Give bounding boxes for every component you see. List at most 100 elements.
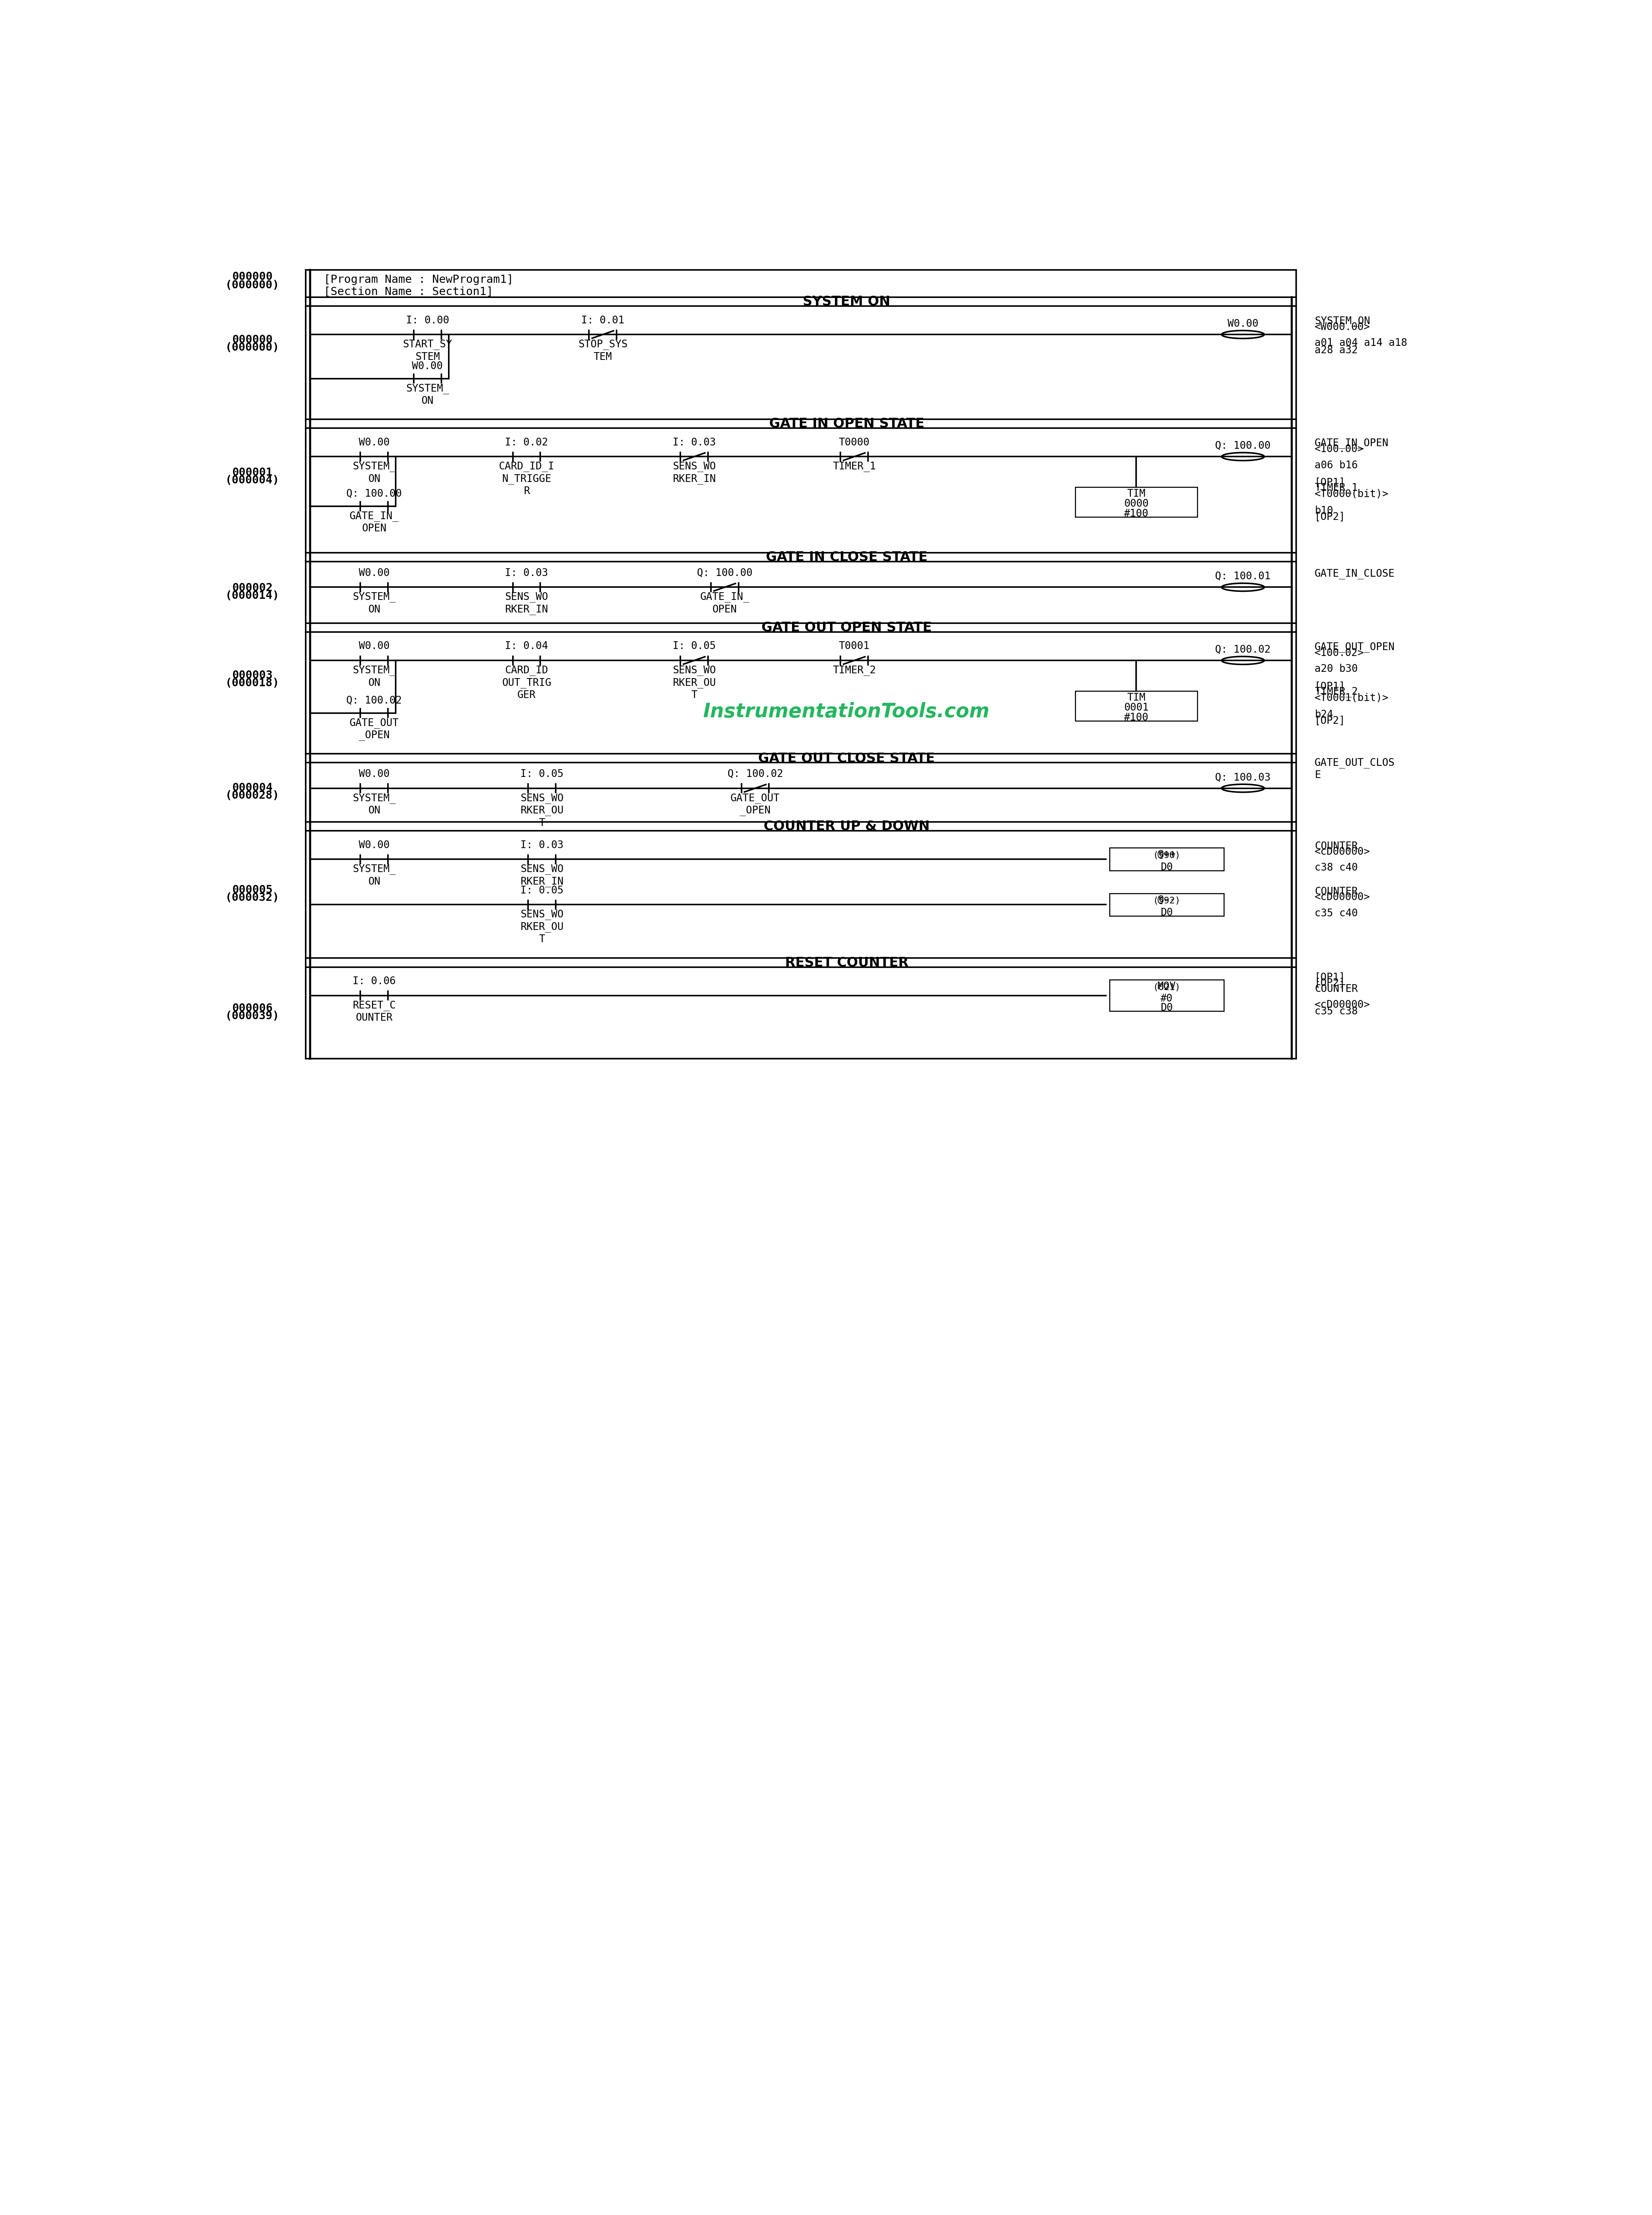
Text: I: 0.05: I: 0.05 (520, 769, 563, 780)
Text: c35 c38: c35 c38 (1315, 1006, 1358, 1017)
Text: (000028): (000028) (225, 791, 279, 802)
Text: <cD00000>: <cD00000> (1315, 846, 1370, 857)
Text: W0.00: W0.00 (358, 567, 390, 578)
Text: Q: 100.02: Q: 100.02 (1216, 645, 1270, 656)
Text: [OP1]: [OP1] (1315, 478, 1345, 487)
Text: [OP1]: [OP1] (1315, 682, 1345, 691)
Text: SYSTEM_
ON: SYSTEM_ ON (352, 591, 396, 614)
Text: 000004: 000004 (231, 782, 273, 793)
Text: COUNTER: COUNTER (1315, 886, 1358, 897)
Text: GATE IN CLOSE STATE: GATE IN CLOSE STATE (767, 552, 927, 563)
Text: SENS_WO
RKER_IN: SENS_WO RKER_IN (672, 461, 715, 485)
Text: 000005: 000005 (231, 884, 273, 895)
Text: Q: 100.00: Q: 100.00 (697, 567, 753, 578)
Text: STOP_SYS
TEM: STOP_SYS TEM (578, 339, 628, 361)
Text: CARD_ID_I
N_TRIGGE
R: CARD_ID_I N_TRIGGE R (499, 461, 555, 496)
Text: I: 0.05: I: 0.05 (672, 640, 715, 651)
Text: 000003: 000003 (231, 669, 273, 680)
Bar (1110, 848, 1224, 870)
Text: 0001: 0001 (1123, 702, 1148, 713)
Text: 000000: 000000 (231, 334, 273, 346)
Bar (1075, 487, 1198, 516)
Bar (1110, 979, 1224, 1010)
Text: (021): (021) (1153, 983, 1181, 992)
Text: W0.00: W0.00 (1227, 319, 1259, 328)
Text: <T0001(bit)>: <T0001(bit)> (1315, 693, 1389, 702)
Text: SYSTEM_
ON: SYSTEM_ ON (406, 383, 449, 405)
Text: Q: 100.01: Q: 100.01 (1216, 571, 1270, 583)
Text: a01 a04 a14 a18: a01 a04 a14 a18 (1315, 339, 1408, 348)
Text: 000006: 000006 (231, 1003, 273, 1014)
Text: <cD00000>: <cD00000> (1315, 893, 1370, 902)
Text: W0.00: W0.00 (358, 640, 390, 651)
Text: SENS_WO
RKER_OU
T: SENS_WO RKER_OU T (520, 793, 563, 828)
Text: SYSTEM ON: SYSTEM ON (803, 295, 890, 308)
Text: #100: #100 (1123, 509, 1148, 518)
Text: SYSTEM_
ON: SYSTEM_ ON (352, 664, 396, 689)
Text: COUNTER UP & DOWN: COUNTER UP & DOWN (763, 820, 930, 833)
Text: c38 c40: c38 c40 (1315, 862, 1358, 873)
Text: (000004): (000004) (225, 474, 279, 485)
Text: 000002: 000002 (231, 583, 273, 594)
Text: <W000.00>: <W000.00> (1315, 321, 1370, 332)
Text: c35 c40: c35 c40 (1315, 908, 1358, 919)
Text: W0.00: W0.00 (358, 839, 390, 851)
Text: [OP2]: [OP2] (1315, 979, 1345, 988)
Text: SENS_WO
RKER_OU
T: SENS_WO RKER_OU T (672, 664, 715, 700)
Text: SYSTEM_ON: SYSTEM_ON (1315, 317, 1370, 326)
Text: MOV: MOV (1158, 981, 1176, 992)
Text: (000000): (000000) (225, 279, 279, 290)
Text: SENS_WO
RKER_OU
T: SENS_WO RKER_OU T (520, 910, 563, 944)
Text: [OP2]: [OP2] (1315, 715, 1345, 727)
Text: T0001: T0001 (839, 640, 869, 651)
Text: GATE OUT CLOSE STATE: GATE OUT CLOSE STATE (758, 751, 935, 764)
Text: SENS_WO
RKER_IN: SENS_WO RKER_IN (506, 591, 548, 616)
Text: (000014): (000014) (225, 591, 279, 600)
Text: a20 b30: a20 b30 (1315, 664, 1358, 673)
Text: START_SY
STEM: START_SY STEM (403, 339, 453, 361)
Text: (590): (590) (1153, 851, 1181, 859)
Text: [Program Name : NewProgram1]: [Program Name : NewProgram1] (324, 275, 514, 286)
Text: a06 b16: a06 b16 (1315, 461, 1358, 470)
Text: @++: @++ (1158, 848, 1176, 859)
Text: 000001: 000001 (231, 467, 273, 478)
Text: I: 0.04: I: 0.04 (506, 640, 548, 651)
Text: W0.00: W0.00 (358, 769, 390, 780)
Text: D0: D0 (1161, 908, 1173, 917)
Text: I: 0.03: I: 0.03 (506, 567, 548, 578)
Text: GATE IN OPEN STATE: GATE IN OPEN STATE (770, 416, 923, 430)
Text: GATE_OUT_OPEN: GATE_OUT_OPEN (1315, 642, 1394, 653)
Text: RESET_C
OUNTER: RESET_C OUNTER (352, 1001, 396, 1023)
Text: T0000: T0000 (839, 436, 869, 447)
Text: GATE_IN_OPEN: GATE_IN_OPEN (1315, 439, 1389, 450)
Text: Q: 100.00: Q: 100.00 (347, 490, 401, 498)
Text: InstrumentationTools.com: InstrumentationTools.com (704, 702, 990, 722)
Text: GATE_OUT
_OPEN: GATE_OUT _OPEN (350, 718, 398, 740)
Text: <100.00>: <100.00> (1315, 443, 1365, 454)
Text: <T0000(bit)>: <T0000(bit)> (1315, 490, 1389, 498)
Text: W0.00: W0.00 (358, 436, 390, 447)
Text: b24: b24 (1315, 709, 1333, 720)
Text: GATE OUT OPEN STATE: GATE OUT OPEN STATE (762, 620, 932, 633)
Text: I: 0.03: I: 0.03 (672, 436, 715, 447)
Text: TIMER_2: TIMER_2 (833, 664, 876, 676)
Text: Q: 100.03: Q: 100.03 (1216, 773, 1270, 782)
Text: CARD_ID
OUT_TRIG
GER: CARD_ID OUT_TRIG GER (502, 664, 552, 700)
Text: D0: D0 (1161, 1003, 1173, 1012)
Text: GATE_IN_
OPEN: GATE_IN_ OPEN (350, 512, 398, 534)
Text: b10: b10 (1315, 505, 1333, 516)
Text: D0: D0 (1161, 862, 1173, 873)
Text: GATE_OUT_CLOS
E: GATE_OUT_CLOS E (1315, 758, 1394, 780)
Text: COUNTER: COUNTER (1315, 983, 1358, 995)
Text: TIMER_1: TIMER_1 (1315, 483, 1358, 494)
Text: SYSTEM_
ON: SYSTEM_ ON (352, 864, 396, 886)
Text: SYSTEM_
ON: SYSTEM_ ON (352, 793, 396, 815)
Text: SENS_WO
RKER_IN: SENS_WO RKER_IN (520, 864, 563, 886)
Text: TIM: TIM (1127, 693, 1145, 702)
Text: SYSTEM_
ON: SYSTEM_ ON (352, 461, 396, 485)
Text: @--: @-- (1158, 895, 1176, 906)
Text: I: 0.06: I: 0.06 (352, 977, 396, 986)
Text: 000000: 000000 (231, 272, 273, 281)
Text: W0.00: W0.00 (411, 361, 443, 372)
Text: I: 0.03: I: 0.03 (520, 839, 563, 851)
